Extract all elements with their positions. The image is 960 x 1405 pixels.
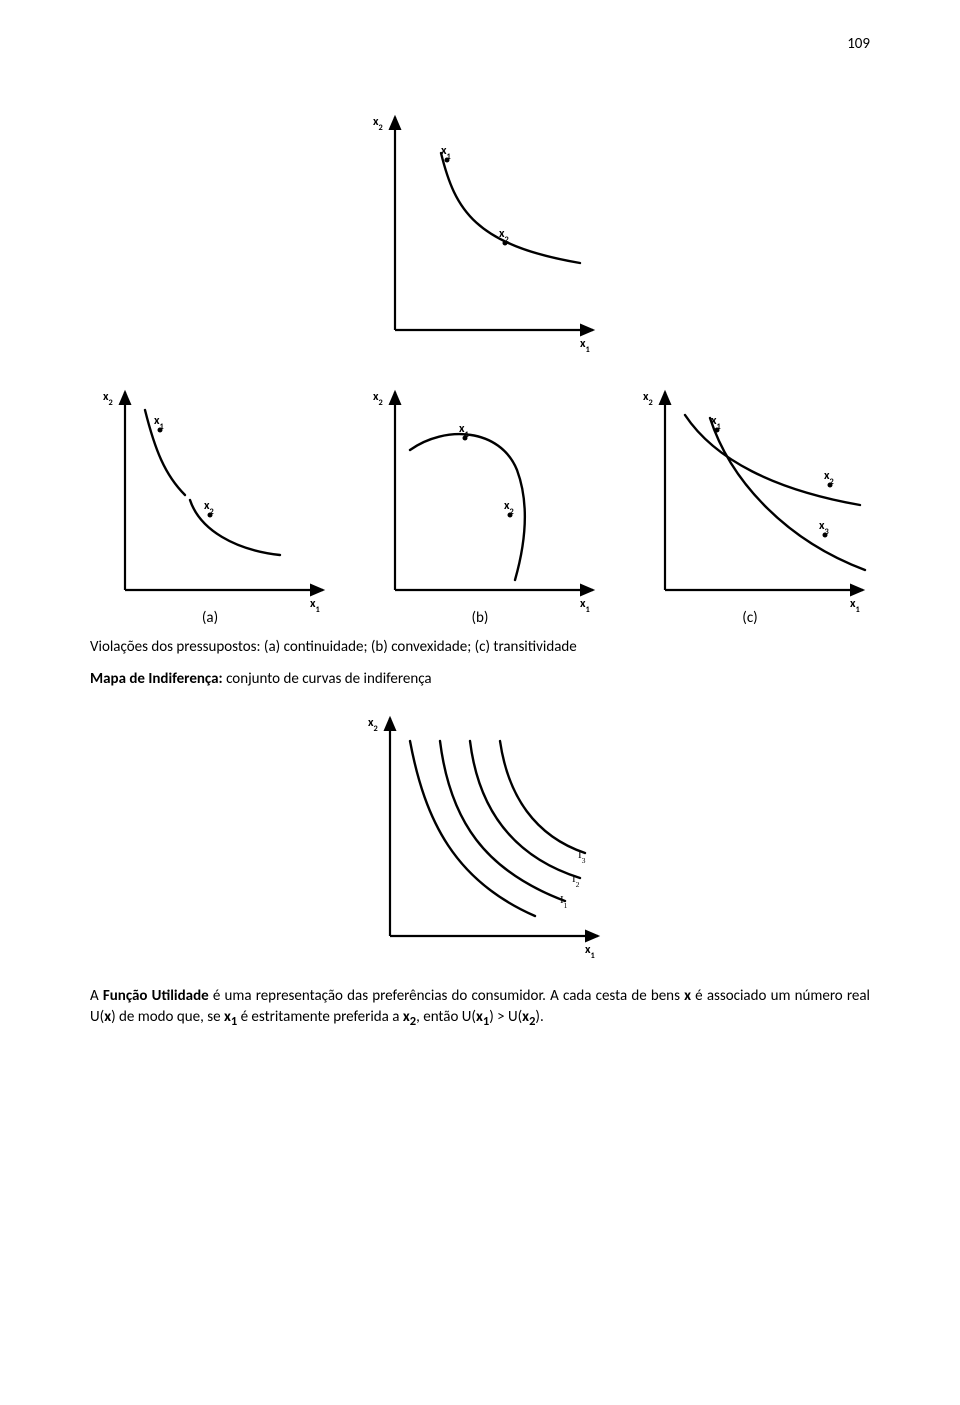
caption-indifference-map: Mapa de Indiferença: conjunto de curvas … bbox=[90, 669, 870, 691]
svg-text:x2: x2 bbox=[373, 115, 383, 133]
map-panel: x2x1I1I2I3 bbox=[350, 706, 610, 961]
svg-text:x2: x2 bbox=[504, 499, 514, 517]
map-figure-row: x2x1I1I2I3 bbox=[90, 706, 870, 961]
map-panel-svg: x2x1I1I2I3 bbox=[350, 706, 610, 961]
panel-label-a: (a) bbox=[85, 609, 335, 627]
svg-text:x2: x2 bbox=[824, 469, 834, 487]
mid-figure-row: x2x1x1x2 (a) x2x1x1x2 (b) x2x1x1x2x3 (c) bbox=[90, 380, 870, 627]
svg-text:x3: x3 bbox=[819, 519, 830, 537]
svg-text:x1: x1 bbox=[585, 943, 595, 961]
mid-panel-c-svg: x2x1x1x2x3 bbox=[625, 380, 875, 615]
mid-panel-a-svg: x2x1x1x2 bbox=[85, 380, 335, 615]
panel-label-b: (b) bbox=[355, 609, 605, 627]
svg-text:x1: x1 bbox=[459, 422, 469, 440]
top-figure-row: x2x1x1x2 bbox=[90, 105, 870, 355]
page-number: 109 bbox=[847, 35, 870, 53]
svg-text:x2: x2 bbox=[103, 390, 113, 408]
svg-text:x1: x1 bbox=[154, 414, 164, 432]
mid-panel-b: x2x1x1x2 (b) bbox=[355, 380, 605, 627]
svg-text:x1: x1 bbox=[580, 337, 590, 355]
mid-panel-c: x2x1x1x2x3 (c) bbox=[625, 380, 875, 627]
top-panel: x2x1x1x2 bbox=[355, 105, 605, 355]
svg-text:x2: x2 bbox=[204, 499, 214, 517]
panel-label-c: (c) bbox=[625, 609, 875, 627]
mid-panel-a: x2x1x1x2 (a) bbox=[85, 380, 335, 627]
page: 109 x2x1x1x2 x2x1x1x2 (a) x2x1x1x2 (b) x… bbox=[0, 0, 960, 1405]
svg-text:x2: x2 bbox=[643, 390, 653, 408]
caption-violations: Violações dos pressupostos: (a) continui… bbox=[90, 637, 870, 659]
svg-text:x2: x2 bbox=[373, 390, 383, 408]
svg-text:x2: x2 bbox=[499, 227, 509, 245]
svg-text:x1: x1 bbox=[711, 414, 721, 432]
svg-text:I2: I2 bbox=[572, 873, 580, 889]
svg-text:x2: x2 bbox=[368, 716, 378, 734]
paragraph-utility-function: A Função Utilidade é uma representação d… bbox=[90, 986, 870, 1032]
mid-panel-b-svg: x2x1x1x2 bbox=[355, 380, 605, 615]
svg-text:I1: I1 bbox=[560, 894, 568, 910]
top-panel-svg: x2x1x1x2 bbox=[355, 105, 605, 355]
